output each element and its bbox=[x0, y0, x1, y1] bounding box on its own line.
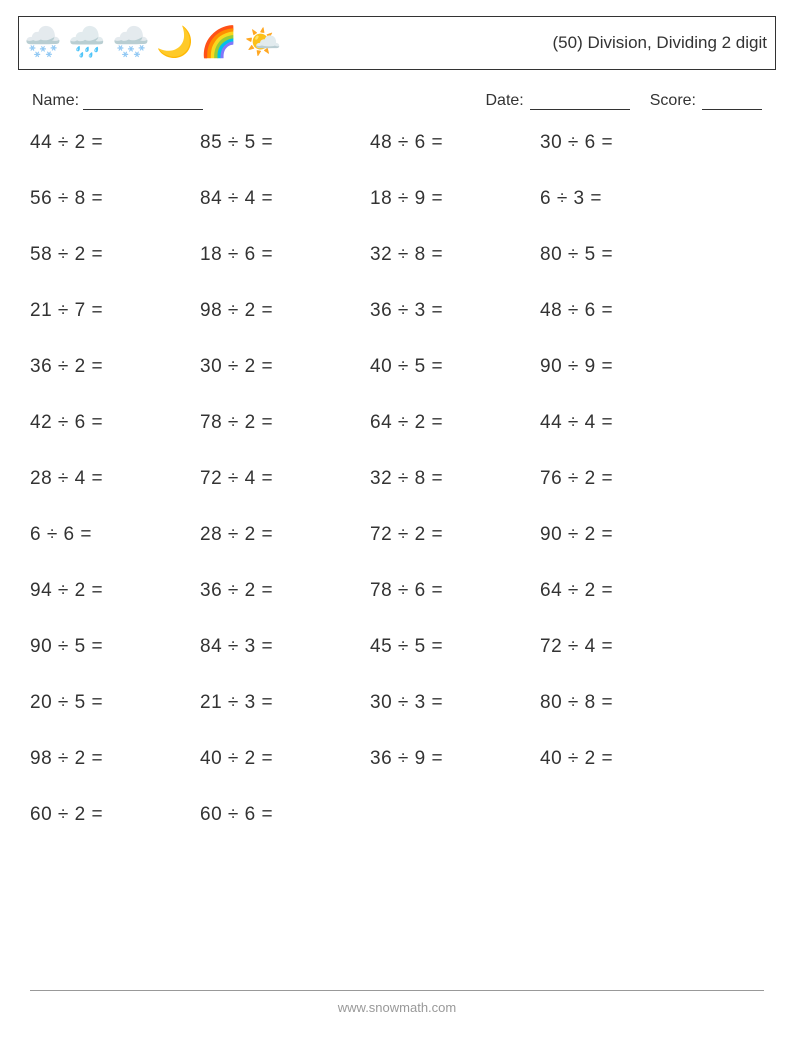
worksheet-title: (50) Division, Dividing 2 digit bbox=[553, 33, 767, 53]
division-problem: 64 ÷ 2 = bbox=[540, 580, 710, 602]
division-problem: 28 ÷ 4 = bbox=[30, 468, 200, 490]
division-problem: 18 ÷ 6 = bbox=[200, 244, 370, 266]
problem-row: 20 ÷ 5 =21 ÷ 3 =30 ÷ 3 =80 ÷ 8 = bbox=[30, 692, 776, 714]
division-problem: 84 ÷ 3 = bbox=[200, 636, 370, 658]
division-problem: 18 ÷ 9 = bbox=[370, 188, 540, 210]
division-problem: 28 ÷ 2 = bbox=[200, 524, 370, 546]
worksheet-page: 🌨️ 🌧️ 🌨️ 🌙 🌈 🌤️ (50) Division, Dividing … bbox=[0, 0, 794, 1053]
division-problem: 56 ÷ 8 = bbox=[30, 188, 200, 210]
division-problem: 30 ÷ 2 = bbox=[200, 356, 370, 378]
division-problem: 20 ÷ 5 = bbox=[30, 692, 200, 714]
rainbow-icon: 🌈 bbox=[201, 25, 237, 61]
division-problem: 85 ÷ 5 = bbox=[200, 132, 370, 154]
cloud-rain-icon: 🌧️ bbox=[69, 25, 105, 61]
division-problem: 98 ÷ 2 = bbox=[30, 748, 200, 770]
division-problem: 90 ÷ 2 = bbox=[540, 524, 710, 546]
header-box: 🌨️ 🌧️ 🌨️ 🌙 🌈 🌤️ (50) Division, Dividing … bbox=[18, 16, 776, 70]
division-problem: 30 ÷ 6 = bbox=[540, 132, 710, 154]
division-problem: 90 ÷ 9 = bbox=[540, 356, 710, 378]
division-problem: 32 ÷ 8 = bbox=[370, 468, 540, 490]
division-problem: 40 ÷ 2 = bbox=[200, 748, 370, 770]
meta-row: Name: Date: Score: bbox=[18, 70, 776, 110]
division-problem: 78 ÷ 2 = bbox=[200, 412, 370, 434]
division-problem: 42 ÷ 6 = bbox=[30, 412, 200, 434]
division-problem: 60 ÷ 6 = bbox=[200, 804, 370, 826]
date-label: Date: bbox=[486, 92, 524, 110]
division-problem: 72 ÷ 4 = bbox=[540, 636, 710, 658]
problem-row: 60 ÷ 2 =60 ÷ 6 = bbox=[30, 804, 776, 826]
date-score-fields: Date: Score: bbox=[486, 92, 763, 110]
division-problem: 98 ÷ 2 = bbox=[200, 300, 370, 322]
score-label: Score: bbox=[650, 92, 696, 110]
division-problem: 80 ÷ 5 = bbox=[540, 244, 710, 266]
division-problem: 72 ÷ 2 = bbox=[370, 524, 540, 546]
date-blank[interactable] bbox=[530, 93, 630, 110]
division-problem: 64 ÷ 2 = bbox=[370, 412, 540, 434]
problem-row: 21 ÷ 7 =98 ÷ 2 =36 ÷ 3 =48 ÷ 6 = bbox=[30, 300, 776, 322]
division-problem: 76 ÷ 2 = bbox=[540, 468, 710, 490]
problem-row: 28 ÷ 4 =72 ÷ 4 =32 ÷ 8 =76 ÷ 2 = bbox=[30, 468, 776, 490]
score-blank[interactable] bbox=[702, 93, 762, 110]
problems-grid: 44 ÷ 2 =85 ÷ 5 =48 ÷ 6 =30 ÷ 6 =56 ÷ 8 =… bbox=[18, 110, 776, 826]
division-problem: 40 ÷ 5 = bbox=[370, 356, 540, 378]
problem-row: 98 ÷ 2 =40 ÷ 2 =36 ÷ 9 =40 ÷ 2 = bbox=[30, 748, 776, 770]
footer-url: www.snowmath.com bbox=[0, 1000, 794, 1015]
cloud-snow-icon: 🌨️ bbox=[25, 25, 61, 61]
division-problem: 36 ÷ 2 = bbox=[30, 356, 200, 378]
header-icons: 🌨️ 🌧️ 🌨️ 🌙 🌈 🌤️ bbox=[25, 25, 281, 61]
sun-cloud-icon: 🌤️ bbox=[245, 25, 281, 61]
division-problem: 90 ÷ 5 = bbox=[30, 636, 200, 658]
moon-cloud-icon: 🌙 bbox=[157, 25, 193, 61]
division-problem: 32 ÷ 8 = bbox=[370, 244, 540, 266]
problem-row: 42 ÷ 6 =78 ÷ 2 =64 ÷ 2 =44 ÷ 4 = bbox=[30, 412, 776, 434]
division-problem: 44 ÷ 2 = bbox=[30, 132, 200, 154]
name-label: Name: bbox=[32, 92, 79, 110]
division-problem: 72 ÷ 4 = bbox=[200, 468, 370, 490]
name-field: Name: bbox=[32, 92, 203, 110]
division-problem: 45 ÷ 5 = bbox=[370, 636, 540, 658]
division-problem: 6 ÷ 6 = bbox=[30, 524, 200, 546]
division-problem: 44 ÷ 4 = bbox=[540, 412, 710, 434]
division-problem: 94 ÷ 2 = bbox=[30, 580, 200, 602]
division-problem: 21 ÷ 3 = bbox=[200, 692, 370, 714]
problem-row: 6 ÷ 6 =28 ÷ 2 =72 ÷ 2 =90 ÷ 2 = bbox=[30, 524, 776, 546]
problem-row: 56 ÷ 8 =84 ÷ 4 =18 ÷ 9 =6 ÷ 3 = bbox=[30, 188, 776, 210]
division-problem: 84 ÷ 4 = bbox=[200, 188, 370, 210]
cloud-snow-alt-icon: 🌨️ bbox=[113, 25, 149, 61]
problem-row: 44 ÷ 2 =85 ÷ 5 =48 ÷ 6 =30 ÷ 6 = bbox=[30, 132, 776, 154]
name-blank[interactable] bbox=[83, 93, 203, 110]
problem-row: 94 ÷ 2 =36 ÷ 2 =78 ÷ 6 =64 ÷ 2 = bbox=[30, 580, 776, 602]
problem-row: 90 ÷ 5 =84 ÷ 3 =45 ÷ 5 =72 ÷ 4 = bbox=[30, 636, 776, 658]
division-problem: 36 ÷ 2 = bbox=[200, 580, 370, 602]
division-problem: 78 ÷ 6 = bbox=[370, 580, 540, 602]
division-problem: 21 ÷ 7 = bbox=[30, 300, 200, 322]
division-problem: 36 ÷ 3 = bbox=[370, 300, 540, 322]
division-problem: 80 ÷ 8 = bbox=[540, 692, 710, 714]
footer-divider bbox=[30, 990, 764, 991]
division-problem: 58 ÷ 2 = bbox=[30, 244, 200, 266]
division-problem: 30 ÷ 3 = bbox=[370, 692, 540, 714]
division-problem: 48 ÷ 6 = bbox=[540, 300, 710, 322]
division-problem: 48 ÷ 6 = bbox=[370, 132, 540, 154]
division-problem: 60 ÷ 2 = bbox=[30, 804, 200, 826]
division-problem: 40 ÷ 2 = bbox=[540, 748, 710, 770]
division-problem: 36 ÷ 9 = bbox=[370, 748, 540, 770]
problem-row: 58 ÷ 2 =18 ÷ 6 =32 ÷ 8 =80 ÷ 5 = bbox=[30, 244, 776, 266]
division-problem: 6 ÷ 3 = bbox=[540, 188, 710, 210]
problem-row: 36 ÷ 2 =30 ÷ 2 =40 ÷ 5 =90 ÷ 9 = bbox=[30, 356, 776, 378]
